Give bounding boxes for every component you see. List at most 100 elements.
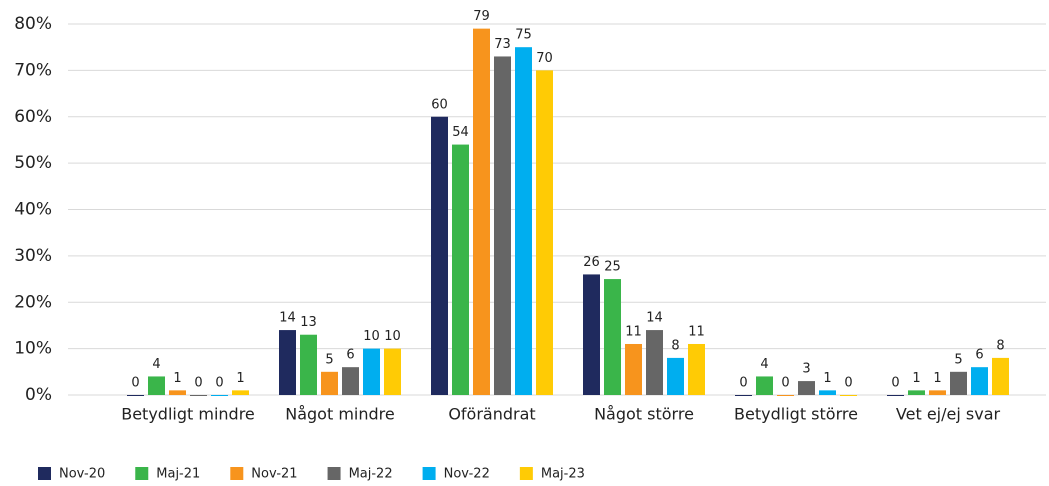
- bar: [342, 367, 359, 395]
- legend-swatch: [135, 467, 149, 480]
- bar: [190, 395, 207, 396]
- data-label: 25: [604, 260, 621, 275]
- bar: [384, 348, 401, 395]
- data-label: 0: [215, 376, 223, 391]
- y-tick-label: 0%: [25, 385, 52, 405]
- data-label: 6: [346, 348, 354, 363]
- data-label: 1: [823, 371, 831, 386]
- data-label: 26: [583, 255, 600, 270]
- legend-label: Maj-23: [541, 467, 585, 482]
- bar: [929, 390, 946, 395]
- bar: [211, 395, 228, 396]
- y-tick-label: 70%: [14, 60, 52, 80]
- data-label: 70: [536, 51, 553, 66]
- data-label: 8: [671, 338, 679, 353]
- data-label: 5: [954, 352, 962, 367]
- data-label: 4: [152, 357, 160, 372]
- x-tick-label: Något mindre: [285, 405, 394, 424]
- bar: [515, 47, 532, 395]
- bar: [148, 376, 165, 395]
- bar: [971, 367, 988, 395]
- data-label: 11: [625, 324, 642, 339]
- data-label: 8: [996, 338, 1004, 353]
- bar: [798, 381, 815, 395]
- bar: [777, 395, 794, 396]
- bar: [452, 144, 469, 395]
- bar: [646, 330, 663, 395]
- bar: [625, 343, 642, 395]
- bar: [279, 330, 296, 395]
- legend-swatch: [38, 467, 51, 480]
- x-tick-label: Vet ej/ej svar: [896, 405, 1001, 424]
- y-tick-label: 10%: [14, 339, 52, 359]
- data-label: 14: [279, 311, 296, 326]
- data-label: 73: [494, 37, 511, 52]
- data-label: 0: [891, 376, 899, 391]
- y-tick-label: 40%: [14, 200, 52, 220]
- bar: [300, 334, 317, 395]
- bar: [321, 371, 338, 395]
- x-tick-label: Betydligt mindre: [121, 405, 255, 424]
- x-tick-label: Betydligt större: [734, 405, 858, 424]
- legend-label: Nov-21: [251, 467, 297, 482]
- data-label: 0: [194, 376, 202, 391]
- x-tick-label: Något större: [594, 405, 694, 424]
- bar: [473, 28, 490, 395]
- bar: [992, 357, 1009, 395]
- legend-swatch: [230, 467, 244, 480]
- bar: [604, 279, 621, 395]
- data-label: 54: [452, 125, 469, 140]
- bar: [908, 390, 925, 395]
- bar: [583, 274, 600, 395]
- y-tick-label: 80%: [14, 14, 52, 34]
- data-label: 60: [431, 97, 448, 112]
- y-tick-label: 20%: [14, 292, 52, 312]
- bar: [232, 390, 249, 395]
- data-label: 10: [384, 329, 401, 344]
- bar: [363, 348, 380, 395]
- y-tick-label: 60%: [14, 107, 52, 127]
- data-label: 0: [781, 376, 789, 391]
- data-label: 6: [975, 348, 983, 363]
- bar: [431, 116, 448, 395]
- y-tick-label: 50%: [14, 153, 52, 173]
- bar: [127, 395, 144, 396]
- data-label: 0: [131, 376, 139, 391]
- legend-swatch: [519, 467, 533, 480]
- data-label: 5: [325, 352, 333, 367]
- bar: [950, 371, 967, 395]
- data-label: 14: [646, 311, 663, 326]
- bar: [536, 70, 553, 395]
- legend-swatch: [422, 467, 436, 480]
- legend-label: Maj-21: [156, 467, 200, 482]
- bar: [169, 390, 186, 395]
- data-label: 11: [688, 324, 705, 339]
- legend-label: Nov-20: [59, 467, 105, 482]
- bar: [819, 390, 836, 395]
- legend-label: Nov-22: [444, 467, 490, 482]
- data-label: 4: [760, 357, 768, 372]
- x-tick-label: Oförändrat: [448, 405, 535, 424]
- data-label: 1: [236, 371, 244, 386]
- bar: [494, 56, 511, 396]
- bar: [688, 343, 705, 395]
- bar: [840, 395, 857, 396]
- bar: [735, 395, 752, 396]
- data-label: 13: [300, 315, 317, 330]
- data-label: 75: [515, 28, 532, 43]
- data-label: 1: [912, 371, 920, 386]
- data-label: 1: [173, 371, 181, 386]
- legend-label: Maj-22: [349, 467, 393, 482]
- data-label: 0: [739, 376, 747, 391]
- bar: [756, 376, 773, 395]
- data-label: 79: [473, 9, 490, 24]
- data-label: 0: [844, 376, 852, 391]
- data-label: 1: [933, 371, 941, 386]
- bar: [887, 395, 904, 396]
- y-tick-label: 30%: [14, 246, 52, 266]
- legend-swatch: [327, 467, 341, 480]
- data-label: 3: [802, 362, 810, 377]
- data-label: 10: [363, 329, 380, 344]
- bar: [667, 357, 684, 395]
